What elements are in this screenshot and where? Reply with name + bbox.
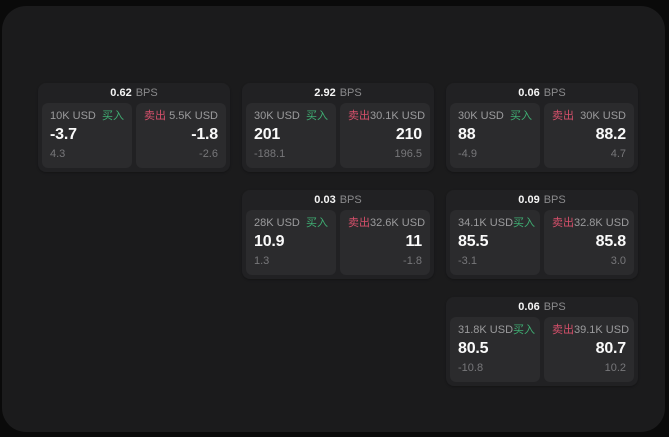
buy-quote-tile[interactable]: 30K USD 买入 88 -4.9	[450, 103, 540, 168]
sell-change: 3.0	[610, 255, 626, 267]
sell-side-label: 卖出	[348, 217, 370, 229]
spread-unit: BPS	[339, 87, 362, 99]
spread-value: 0.62	[110, 87, 132, 99]
quote-card: 0.62 BPS 10K USD 买入 -3.7 4.3 卖出 5.5K USD…	[38, 83, 230, 172]
spread-header: 0.06 BPS	[446, 297, 638, 317]
sell-side-label: 卖出	[144, 110, 166, 122]
quote-body: 28K USD 买入 10.9 1.3 卖出 32.6K USD 11 -1.8	[242, 210, 434, 279]
buy-quote-tile[interactable]: 31.8K USD 买入 80.5 -10.8	[450, 317, 540, 382]
spread-header: 0.62 BPS	[38, 83, 230, 103]
quote-card: 0.06 BPS 30K USD 买入 88 -4.9 卖出 30K USD 8…	[446, 83, 638, 172]
buy-change: -4.9	[458, 148, 477, 160]
sell-change: -2.6	[199, 148, 218, 160]
sell-price: 210	[395, 126, 422, 143]
sell-quote-tile[interactable]: 卖出 32.8K USD 85.8 3.0	[544, 210, 634, 275]
buy-quote-tile[interactable]: 10K USD 买入 -3.7 4.3	[42, 103, 132, 168]
spread-value: 0.03	[314, 194, 336, 206]
buy-size: 28K USD	[254, 217, 300, 229]
spread-value: 0.09	[518, 194, 540, 206]
spread-header: 0.09 BPS	[446, 190, 638, 210]
sell-price: 85.8	[595, 233, 627, 250]
buy-price: 85.5	[458, 233, 489, 250]
sell-side-label: 卖出	[348, 110, 370, 122]
sell-price: 11	[405, 233, 422, 250]
buy-size: 31.8K USD	[458, 324, 514, 336]
quote-card-grid: 0.62 BPS 10K USD 买入 -3.7 4.3 卖出 5.5K USD…	[38, 83, 638, 386]
spread-unit: BPS	[339, 194, 362, 206]
buy-change: -10.8	[458, 362, 484, 374]
buy-size: 34.1K USD	[458, 217, 514, 229]
sell-side-label: 卖出	[552, 110, 574, 122]
buy-side-label: 买入	[513, 324, 536, 336]
quote-body: 30K USD 买入 201 -188.1 卖出 30.1K USD 210 1…	[242, 103, 434, 172]
sell-side-label: 卖出	[552, 217, 574, 229]
buy-size: 30K USD	[254, 110, 300, 122]
buy-side-label: 买入	[102, 110, 124, 122]
buy-price: 10.9	[254, 233, 285, 250]
buy-price: -3.7	[50, 126, 77, 143]
quote-card: 2.92 BPS 30K USD 买入 201 -188.1 卖出 30.1K …	[242, 83, 434, 172]
spread-header: 0.03 BPS	[242, 190, 434, 210]
quote-body: 34.1K USD 买入 85.5 -3.1 卖出 32.8K USD 85.8…	[446, 210, 638, 279]
sell-quote-tile[interactable]: 卖出 30.1K USD 210 196.5	[340, 103, 430, 168]
spread-value: 0.06	[518, 87, 540, 99]
sell-change: 196.5	[394, 148, 422, 160]
spread-header: 2.92 BPS	[242, 83, 434, 103]
buy-side-label: 买入	[306, 110, 328, 122]
sell-price: 80.7	[595, 340, 627, 357]
buy-quote-tile[interactable]: 28K USD 买入 10.9 1.3	[246, 210, 336, 275]
buy-quote-tile[interactable]: 30K USD 买入 201 -188.1	[246, 103, 336, 168]
quote-card: 0.09 BPS 34.1K USD 买入 85.5 -3.1 卖出 32.8K…	[446, 190, 638, 279]
sell-quote-tile[interactable]: 卖出 32.6K USD 11 -1.8	[340, 210, 430, 275]
sell-change: 4.7	[610, 148, 626, 160]
buy-change: 4.3	[50, 148, 66, 160]
buy-price: 80.5	[458, 340, 489, 357]
sell-size: 39.1K USD	[574, 324, 630, 336]
quote-body: 10K USD 买入 -3.7 4.3 卖出 5.5K USD -1.8 -2.…	[38, 103, 230, 172]
sell-price: 88.2	[595, 126, 627, 143]
quote-card: 0.06 BPS 31.8K USD 买入 80.5 -10.8 卖出 39.1…	[446, 297, 638, 386]
buy-side-label: 买入	[513, 217, 536, 229]
buy-price: 88	[458, 126, 476, 143]
buy-size: 30K USD	[458, 110, 504, 122]
sell-quote-tile[interactable]: 卖出 30K USD 88.2 4.7	[544, 103, 634, 168]
sell-price: -1.8	[191, 126, 218, 143]
spread-unit: BPS	[135, 87, 158, 99]
sell-size: 5.5K USD	[169, 110, 218, 122]
buy-side-label: 买入	[306, 217, 328, 229]
buy-price: 201	[254, 126, 281, 143]
sell-size: 32.6K USD	[370, 217, 426, 229]
spread-unit: BPS	[543, 301, 566, 313]
buy-size: 10K USD	[50, 110, 96, 122]
spread-unit: BPS	[543, 87, 566, 99]
sell-size: 30K USD	[580, 110, 626, 122]
sell-side-label: 卖出	[552, 324, 574, 336]
sell-quote-tile[interactable]: 卖出 39.1K USD 80.7 10.2	[544, 317, 634, 382]
sell-size: 32.8K USD	[574, 217, 630, 229]
quote-card: 0.03 BPS 28K USD 买入 10.9 1.3 卖出 32.6K US…	[242, 190, 434, 279]
sell-change: -1.8	[403, 255, 422, 267]
sell-quote-tile[interactable]: 卖出 5.5K USD -1.8 -2.6	[136, 103, 226, 168]
spread-value: 2.92	[314, 87, 336, 99]
buy-change: -188.1	[254, 148, 286, 160]
spread-value: 0.06	[518, 301, 540, 313]
quote-body: 31.8K USD 买入 80.5 -10.8 卖出 39.1K USD 80.…	[446, 317, 638, 386]
sell-change: 10.2	[604, 362, 626, 374]
quote-body: 30K USD 买入 88 -4.9 卖出 30K USD 88.2 4.7	[446, 103, 638, 172]
buy-change: 1.3	[254, 255, 270, 267]
buy-change: -3.1	[458, 255, 477, 267]
buy-side-label: 买入	[510, 110, 532, 122]
spread-header: 0.06 BPS	[446, 83, 638, 103]
sell-size: 30.1K USD	[370, 110, 426, 122]
buy-quote-tile[interactable]: 34.1K USD 买入 85.5 -3.1	[450, 210, 540, 275]
spread-unit: BPS	[543, 194, 566, 206]
